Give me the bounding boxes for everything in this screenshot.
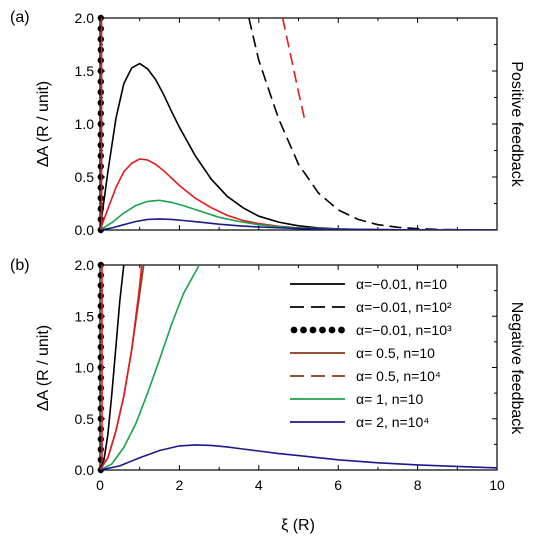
panel-a-ylabel: ΔA (R / unit) [35,81,52,167]
series-point [97,384,104,392]
panel-b-xlabel: ξ (R) [281,517,315,534]
ytick-label: 1.5 [75,63,95,79]
panel-a-yticks: 0.0 0.5 1.0 1.5 2.0 [75,10,497,238]
legend-label: α=−0.01, n=10³ [356,322,452,338]
series-point [97,354,104,361]
legend-label: α= 0.5, n=10 [356,345,435,361]
series-point [97,110,104,117]
legend-label: α= 2, n=10⁴ [356,414,429,430]
xtick-label: 0 [96,477,104,493]
series-point [97,184,104,191]
series-point [97,282,104,289]
series-line [100,265,125,470]
panel-a-xticks [99,18,498,230]
ytick-label: 1.0 [75,360,95,376]
series-point [97,142,104,149]
legend-swatch-dot [319,326,326,334]
series-point [97,343,104,351]
series-point [97,195,104,202]
xtick-label: 4 [255,477,263,493]
series-point [97,36,104,43]
series-point [97,405,104,412]
series-line [100,218,497,230]
series-point [97,173,104,181]
series-point [97,425,104,433]
xtick-label: 2 [176,477,184,493]
series-point [97,436,104,443]
legend-swatch-dot [300,326,307,334]
series-point [97,272,104,279]
panel-b-ylabel: ΔA (R / unit) [35,325,52,411]
legend-swatch-dot [309,326,317,334]
ytick-label: 0.5 [75,169,95,185]
series-point [97,292,104,299]
legend-swatch-dot [328,326,336,334]
series-point [97,99,104,107]
panel-a-side-label: Positive feedback [508,61,525,187]
series-point [97,25,104,32]
panel-a-label: (a) [10,9,30,26]
panel-a-frame [99,17,498,231]
ytick-label: 1.0 [75,116,95,132]
xtick-label: 6 [334,477,342,493]
legend-swatch-dot [338,326,345,334]
series-point [97,364,104,371]
legend-label: α= 0.5, n=10⁴ [356,368,441,384]
series-point [97,446,104,453]
series-point [97,46,104,53]
legend-label: α=−0.01, n=10 [356,276,447,292]
series-point [97,78,104,85]
series-point [97,261,104,269]
legend-label: α=−0.01, n=10² [356,299,452,315]
panel-a-series [97,14,497,234]
xtick-label: 8 [414,477,422,493]
legend-swatch-dot [290,326,298,334]
series-point [97,120,104,128]
ytick-label: 0.5 [75,411,95,427]
legend: α=−0.01, n=10 α=−0.01, n=10² α=−0.01, n=10… [290,276,452,430]
legend-label: α= 1, n=10 [356,391,423,407]
series-point [97,333,104,340]
series-point [97,395,104,402]
series-line [281,18,306,119]
panel-b-series [97,261,497,474]
ytick-label: 2.0 [75,10,95,26]
panel-b-xticks: 0 2 4 6 8 10 [96,265,505,493]
series-point [97,14,104,22]
panel-b: (b) ΔA (R / unit) Negative feedback ξ (R… [10,257,525,534]
ytick-label: 2.0 [75,257,95,273]
series-point [97,205,104,212]
series-point [97,67,104,75]
series-point [97,57,104,64]
series-point [97,89,104,96]
ytick-label: 1.5 [75,308,95,324]
series-point [97,415,104,422]
series-point [97,323,104,330]
ytick-label: 0.0 [75,222,95,238]
series-line [248,18,497,230]
series-point [97,131,104,138]
series-point [97,163,104,170]
series-line [100,265,143,470]
xtick-label: 10 [489,477,505,493]
panel-a: (a) ΔA (R / unit) Positive feedback 0.00… [10,9,525,238]
panel-b-side-label: Negative feedback [508,302,525,436]
panel-b-label: (b) [10,257,30,274]
series-line [100,265,200,470]
series-line [100,444,497,470]
ytick-label: 0.0 [75,462,95,478]
series-point [97,152,104,159]
series-point [97,374,104,381]
series-point [97,313,104,320]
series-point [97,302,104,310]
